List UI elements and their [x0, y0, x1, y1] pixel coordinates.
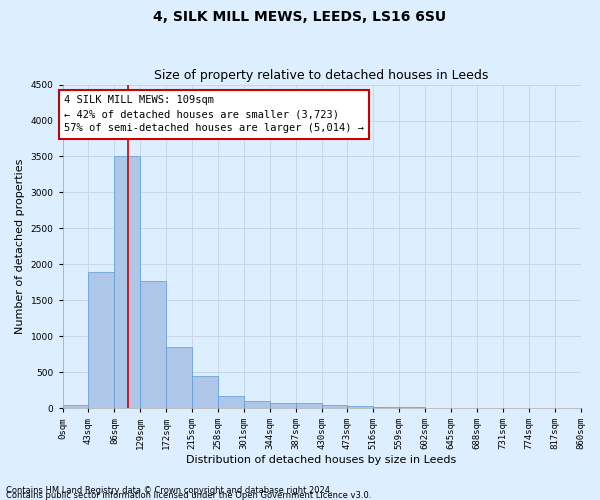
Title: Size of property relative to detached houses in Leeds: Size of property relative to detached ho…: [154, 69, 489, 82]
Bar: [322, 404, 347, 408]
Bar: [244, 401, 270, 408]
Bar: [270, 403, 296, 408]
Text: 4, SILK MILL MEWS, LEEDS, LS16 6SU: 4, SILK MILL MEWS, LEEDS, LS16 6SU: [154, 10, 446, 24]
Text: 4 SILK MILL MEWS: 109sqm
← 42% of detached houses are smaller (3,723)
57% of sem: 4 SILK MILL MEWS: 109sqm ← 42% of detach…: [64, 96, 364, 134]
Bar: [88, 272, 115, 408]
Bar: [192, 376, 218, 408]
Bar: [347, 406, 373, 408]
Bar: [140, 280, 166, 408]
Bar: [62, 404, 88, 408]
Bar: [115, 156, 140, 408]
Text: Contains public sector information licensed under the Open Government Licence v3: Contains public sector information licen…: [6, 491, 371, 500]
Bar: [166, 347, 192, 408]
Bar: [218, 396, 244, 408]
Y-axis label: Number of detached properties: Number of detached properties: [15, 158, 25, 334]
Text: Contains HM Land Registry data © Crown copyright and database right 2024.: Contains HM Land Registry data © Crown c…: [6, 486, 332, 495]
X-axis label: Distribution of detached houses by size in Leeds: Distribution of detached houses by size …: [187, 455, 457, 465]
Bar: [373, 406, 399, 408]
Bar: [296, 404, 322, 408]
